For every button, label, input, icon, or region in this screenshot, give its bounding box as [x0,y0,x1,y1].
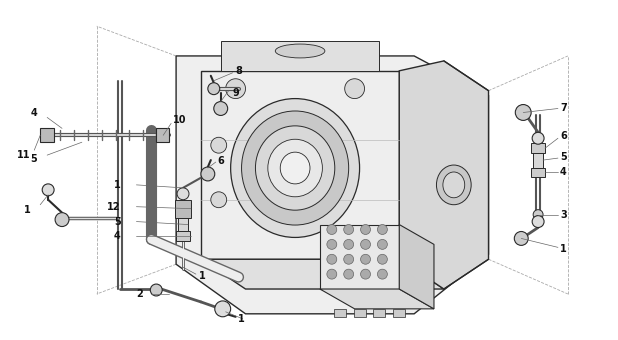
Circle shape [177,188,189,200]
Circle shape [378,269,387,279]
Polygon shape [320,289,434,309]
Circle shape [214,102,227,116]
Circle shape [327,224,337,235]
Polygon shape [533,153,543,168]
Circle shape [378,254,387,264]
Polygon shape [176,232,190,241]
Circle shape [345,79,365,99]
Circle shape [327,254,337,264]
Circle shape [514,232,528,245]
Polygon shape [320,224,399,289]
Circle shape [532,216,544,227]
Ellipse shape [255,126,335,210]
Circle shape [515,104,531,120]
Polygon shape [156,128,169,142]
Circle shape [360,239,371,249]
Circle shape [211,192,227,208]
Circle shape [533,210,543,220]
Polygon shape [40,128,54,142]
Circle shape [344,239,353,249]
Text: 11: 11 [17,150,31,160]
Circle shape [208,83,220,95]
Ellipse shape [242,111,349,225]
Ellipse shape [231,99,360,237]
Text: 4: 4 [560,167,567,177]
Circle shape [55,212,69,226]
Circle shape [327,269,337,279]
Polygon shape [176,56,488,314]
Circle shape [211,137,227,153]
Polygon shape [373,309,386,317]
Polygon shape [175,200,191,218]
Circle shape [226,79,245,99]
Text: 8: 8 [235,66,242,76]
Circle shape [150,284,162,296]
Text: 3: 3 [560,210,567,220]
Text: 1: 1 [560,244,567,254]
Circle shape [327,239,337,249]
Text: 6: 6 [218,156,224,166]
Ellipse shape [275,44,325,58]
Circle shape [201,167,215,181]
Polygon shape [221,41,379,71]
Circle shape [532,132,544,144]
Circle shape [344,254,353,264]
Circle shape [344,224,353,235]
Text: 7: 7 [560,103,567,113]
Text: 5: 5 [114,217,121,226]
Text: 10: 10 [173,115,187,125]
Polygon shape [531,168,545,177]
Text: 4: 4 [114,232,121,241]
Ellipse shape [268,139,323,197]
Text: 1: 1 [114,180,121,190]
Polygon shape [531,143,545,153]
Polygon shape [201,71,399,259]
Text: 1: 1 [24,205,31,215]
Text: 12: 12 [107,202,121,212]
Text: 5: 5 [560,152,567,162]
Text: 5: 5 [30,154,37,164]
Circle shape [360,254,371,264]
Ellipse shape [443,172,465,198]
Circle shape [215,301,231,317]
Text: 1: 1 [237,314,244,324]
Polygon shape [178,218,188,232]
Text: 2: 2 [137,289,143,299]
Polygon shape [201,259,444,289]
Ellipse shape [280,152,310,184]
Circle shape [42,184,54,196]
Circle shape [344,269,353,279]
Polygon shape [399,224,434,309]
Polygon shape [353,309,365,317]
Circle shape [360,224,371,235]
Text: 1: 1 [199,271,206,281]
Polygon shape [334,309,345,317]
Polygon shape [393,309,405,317]
Text: 4: 4 [30,108,37,118]
Polygon shape [399,61,488,289]
Ellipse shape [436,165,471,205]
Circle shape [360,269,371,279]
Circle shape [378,239,387,249]
Text: 6: 6 [560,131,567,141]
Circle shape [378,224,387,235]
Text: 9: 9 [232,88,239,98]
